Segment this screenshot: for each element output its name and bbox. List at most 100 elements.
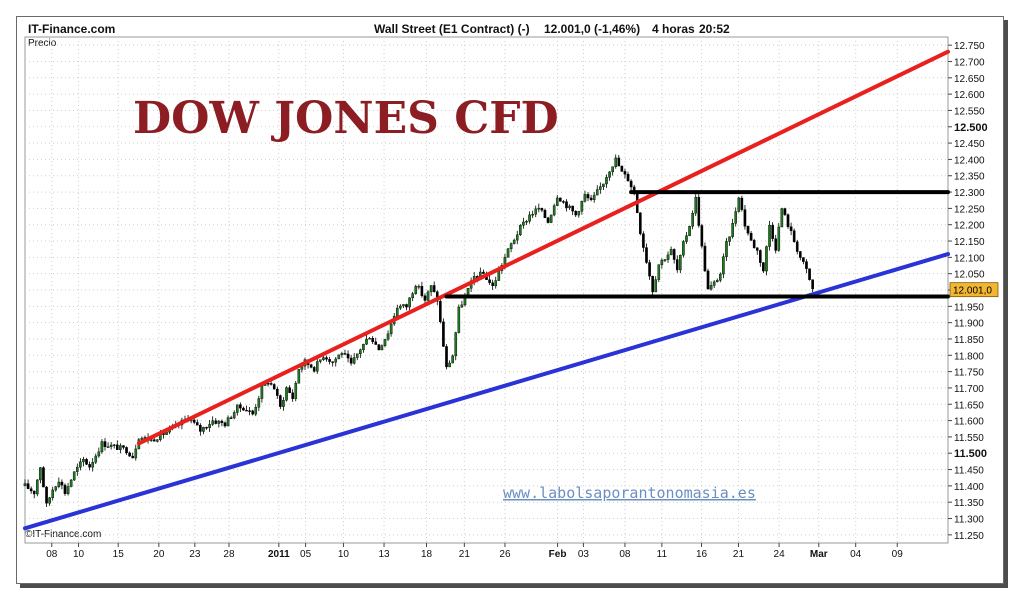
candle	[57, 477, 61, 489]
candle-body	[294, 382, 298, 399]
candle-body	[688, 226, 691, 236]
last-price-box	[949, 282, 999, 298]
candle-body	[651, 275, 654, 293]
candle	[226, 415, 230, 427]
candle-body	[660, 259, 664, 265]
candle	[66, 482, 70, 496]
candle-body	[497, 270, 501, 281]
candle-body	[235, 404, 239, 413]
candle-body	[352, 357, 356, 364]
candle	[420, 281, 424, 298]
x-tick-label: 08	[46, 549, 58, 560]
candle	[679, 254, 682, 274]
candle	[651, 275, 654, 297]
candle-body	[325, 357, 328, 360]
candle-body	[36, 479, 39, 495]
candle-body	[362, 343, 365, 351]
candle	[100, 439, 104, 454]
candle	[349, 354, 353, 366]
candle	[595, 185, 599, 196]
candle-body	[340, 353, 344, 356]
candle-body	[789, 226, 793, 231]
candle-body	[543, 209, 547, 218]
candle	[275, 386, 279, 399]
candle	[592, 191, 596, 203]
candle-body	[537, 207, 541, 210]
candle-body	[217, 420, 221, 424]
y-tick-label: 11.600	[954, 417, 984, 428]
candle-body	[88, 464, 91, 468]
candle	[802, 257, 805, 265]
candle	[712, 280, 716, 289]
candle-body	[106, 446, 110, 448]
candle-body	[285, 387, 288, 401]
candle-body	[611, 166, 614, 173]
candle-body	[239, 404, 242, 409]
candle	[509, 242, 513, 253]
candle-body	[457, 306, 461, 333]
candle-body	[709, 285, 713, 290]
candle-body	[608, 171, 611, 178]
candle	[491, 279, 494, 290]
candle	[328, 356, 331, 365]
candle	[549, 214, 553, 224]
candle-body	[128, 452, 131, 457]
candle	[245, 405, 248, 412]
candle-body	[546, 217, 550, 223]
candle	[642, 231, 645, 252]
last-price-marker: 12.001,0	[949, 282, 999, 298]
resistance-trendline	[136, 49, 950, 446]
candle-body	[374, 341, 378, 345]
candle	[331, 361, 334, 367]
x-axis: 08 10 15 20 23 28 2011 05 10 13 18 21 26 Feb 03 08 11 16 2…	[46, 543, 903, 560]
candle	[611, 166, 614, 176]
candle	[580, 200, 584, 215]
candle-body	[297, 369, 301, 384]
x-tick-label: 16	[696, 549, 708, 560]
candle	[552, 203, 556, 217]
candle	[48, 496, 51, 506]
candle-body	[805, 261, 808, 269]
quote-value: 12.001,0 (-1,46%)	[544, 22, 641, 36]
candle-body	[23, 483, 27, 487]
candle-body	[731, 223, 734, 237]
candle	[368, 336, 371, 340]
panel-label: Precio	[28, 38, 57, 49]
candle	[808, 268, 811, 281]
candle	[63, 483, 67, 496]
candle	[528, 211, 531, 224]
candle	[199, 423, 202, 436]
candle	[220, 419, 224, 427]
instrument-name: Wall Street (E1 Contract) (-)	[374, 22, 530, 36]
candle	[715, 278, 719, 283]
support-trendline	[23, 252, 950, 531]
candle-body	[562, 201, 565, 203]
y-tick-label: 11.500	[954, 448, 987, 460]
y-tick-label: 11.450	[954, 466, 984, 477]
y-tick-label: 12.600	[954, 90, 985, 101]
candle	[795, 239, 799, 255]
candle	[352, 353, 356, 365]
candle-body	[432, 285, 436, 293]
candle	[319, 359, 322, 364]
candle	[799, 250, 802, 261]
candle-body	[202, 427, 205, 432]
y-tick-label: 12.550	[954, 106, 985, 117]
candle-body	[565, 201, 568, 209]
candle-body	[368, 338, 371, 340]
candle-body	[669, 249, 673, 256]
candle-body	[66, 486, 70, 494]
y-tick-label: 12.200	[954, 221, 985, 232]
candle	[442, 318, 445, 348]
candle	[543, 208, 547, 219]
y-tick-label: 12.450	[954, 139, 985, 150]
candle-body	[152, 439, 156, 442]
candle-body	[599, 186, 602, 190]
candle-body	[288, 387, 291, 393]
candle	[72, 471, 76, 481]
candle-body	[571, 205, 574, 212]
candle	[417, 284, 421, 290]
candle-body	[257, 398, 261, 408]
candle	[288, 385, 291, 394]
candle-body	[580, 201, 584, 212]
